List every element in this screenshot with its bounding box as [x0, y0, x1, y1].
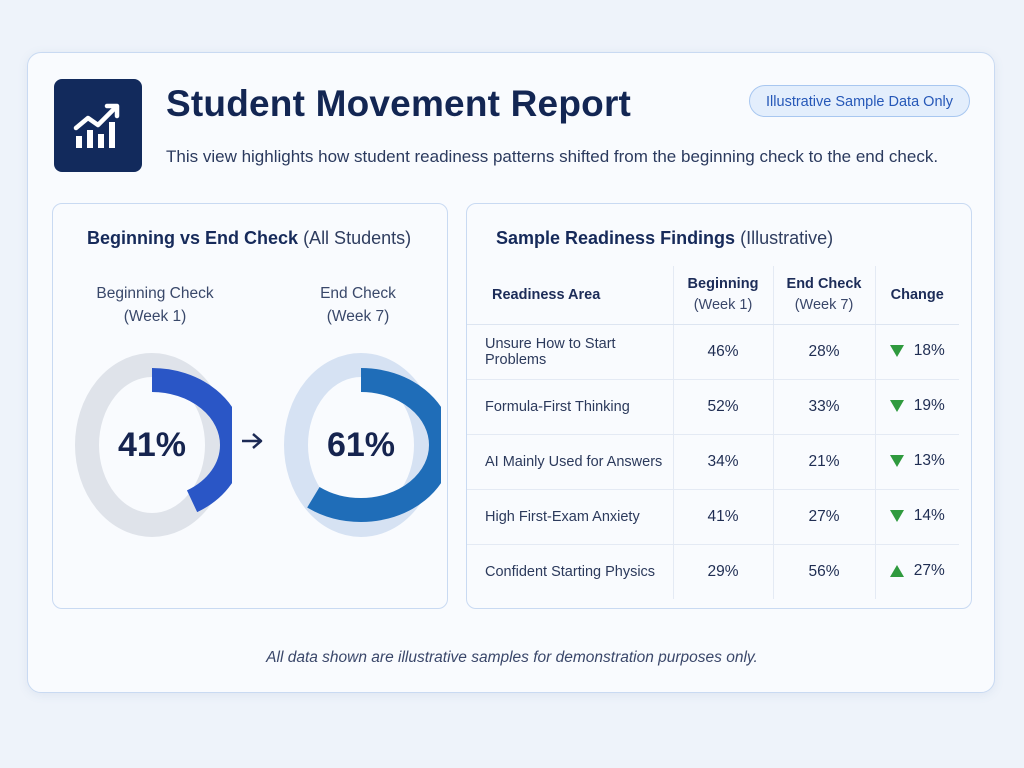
end-check-label: End Check (Week 7)	[278, 282, 438, 328]
triangle-down-icon	[889, 455, 904, 467]
triangle-down-icon	[889, 345, 904, 357]
change-indicator: 19%	[889, 397, 945, 415]
report-card: Student Movement Report This view highli…	[27, 52, 995, 693]
row-change: 18%	[874, 324, 959, 380]
change-value: 14%	[913, 507, 945, 524]
column-header-end-title: End Check	[786, 276, 862, 292]
findings-panel-title: Sample Readiness Findings (Illustrative)	[496, 228, 833, 249]
column-header-beginning: Beginning (Week 1)	[672, 266, 773, 325]
column-header-beginning-title: Beginning	[687, 276, 759, 292]
donut-panel-title: Beginning vs End Check (All Students)	[87, 228, 411, 249]
change-value: 27%	[913, 562, 945, 579]
column-header-area: Readiness Area	[467, 266, 673, 325]
change-indicator: 13%	[889, 452, 945, 470]
beginning-check-label: Beginning Check (Week 1)	[75, 282, 235, 328]
findings-body: Unsure How to Start Problems 46% 28% 18% For…	[467, 324, 959, 599]
column-header-end: End Check (Week 7)	[772, 266, 875, 325]
row-end: 28%	[772, 324, 875, 380]
end-check-title: End Check	[320, 285, 396, 302]
column-header-end-week: (Week 7)	[794, 297, 854, 313]
beginning-donut: 41%	[72, 352, 232, 538]
donut-panel: Beginning vs End Check (All Students) Be…	[52, 203, 448, 609]
page-title: Student Movement Report	[166, 83, 632, 124]
row-beginning: 52%	[672, 379, 773, 435]
triangle-up-icon	[889, 565, 904, 577]
findings-table: Readiness Area Beginning (Week 1) End Che…	[467, 266, 959, 599]
triangle-down-icon	[889, 400, 904, 412]
row-change: 19%	[874, 379, 959, 435]
beginning-donut-fill	[72, 368, 232, 522]
change-indicator: 27%	[889, 562, 945, 580]
row-beginning: 34%	[672, 434, 773, 490]
table-row: AI Mainly Used for Answers 34% 21% 13%	[467, 434, 959, 490]
change-value: 13%	[913, 452, 945, 469]
row-end: 27%	[772, 489, 875, 545]
end-donut-track	[284, 353, 438, 537]
table-row: Confident Starting Physics 29% 56% 27%	[467, 544, 959, 599]
beginning-donut-track	[75, 353, 229, 537]
end-donut-fill	[281, 368, 441, 522]
row-end: 21%	[772, 434, 875, 490]
beginning-check-title: Beginning Check	[96, 285, 214, 302]
row-change: 14%	[874, 489, 959, 545]
change-value: 19%	[913, 397, 945, 414]
row-beginning: 29%	[672, 544, 773, 599]
sample-data-badge: Illustrative Sample Data Only	[749, 85, 970, 117]
table-row: Formula-First Thinking 52% 33% 19%	[467, 379, 959, 435]
row-end: 56%	[772, 544, 875, 599]
donut-panel-title-note: (All Students)	[303, 228, 412, 248]
column-header-beginning-week: (Week 1)	[693, 297, 753, 313]
row-change: 13%	[874, 434, 959, 490]
page-subtitle: This view highlights how student readine…	[166, 147, 939, 166]
triangle-down-icon	[889, 510, 904, 522]
findings-panel-title-main: Sample Readiness Findings	[496, 228, 736, 248]
row-area: AI Mainly Used for Answers	[467, 434, 673, 490]
findings-panel-title-note: (Illustrative)	[740, 228, 834, 248]
donut-panel-title-main: Beginning vs End Check	[87, 228, 299, 248]
beginning-check-week: (Week 1)	[123, 308, 187, 325]
row-area: Confident Starting Physics	[485, 564, 656, 580]
footnote: All data shown are illustrative samples …	[266, 649, 758, 666]
beginning-percent: 41%	[117, 425, 187, 464]
row-beginning: 46%	[672, 324, 773, 380]
findings-header-row: Readiness Area Beginning (Week 1) End Che…	[467, 266, 959, 325]
change-indicator: 18%	[889, 342, 945, 360]
change-value: 18%	[913, 342, 945, 359]
change-indicator: 14%	[889, 507, 945, 525]
column-header-change: Change	[874, 266, 959, 325]
row-change: 27%	[874, 544, 959, 599]
end-check-week: (Week 7)	[326, 308, 390, 325]
arrow-right-icon	[240, 431, 264, 456]
end-donut: 61%	[281, 352, 441, 538]
table-row: Unsure How to Start Problems 46% 28% 18%	[467, 324, 959, 380]
row-area: Unsure How to Start Problems	[467, 324, 673, 380]
trending-chart-icon	[54, 79, 142, 172]
row-end: 33%	[772, 379, 875, 435]
row-area: Formula-First Thinking	[467, 379, 673, 435]
row-area: High First-Exam Anxiety	[467, 489, 673, 545]
findings-panel: Sample Readiness Findings (Illustrative)…	[466, 203, 972, 609]
row-beginning: 41%	[672, 489, 773, 545]
table-row: High First-Exam Anxiety 41% 27% 14%	[467, 489, 959, 545]
end-percent: 61%	[326, 425, 396, 464]
